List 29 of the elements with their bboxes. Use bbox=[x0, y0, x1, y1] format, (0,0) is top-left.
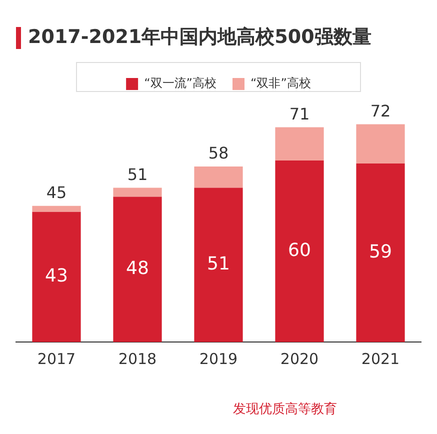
total-label: 51 bbox=[127, 164, 148, 184]
x-tick-label: 2021 bbox=[361, 350, 400, 368]
bar bbox=[194, 188, 243, 342]
bar bbox=[113, 188, 162, 197]
data-label: 60 bbox=[288, 240, 311, 261]
bar bbox=[32, 212, 81, 342]
bar bbox=[194, 166, 243, 188]
legend-label: “双非”高校 bbox=[250, 76, 311, 90]
x-tick-label: 2019 bbox=[199, 350, 238, 368]
total-label: 71 bbox=[289, 104, 310, 124]
x-tick-label: 2017 bbox=[37, 350, 76, 368]
data-label: 51 bbox=[207, 254, 230, 275]
data-label: 59 bbox=[369, 241, 392, 262]
total-label: 58 bbox=[208, 144, 229, 163]
data-label: 43 bbox=[45, 266, 68, 287]
bar bbox=[356, 164, 405, 342]
bar bbox=[32, 206, 81, 212]
chart-title: 2017-2021年中国内地高校500强数量 bbox=[28, 25, 372, 50]
bar bbox=[275, 160, 324, 342]
bar bbox=[275, 127, 324, 160]
total-label: 72 bbox=[370, 101, 391, 120]
data-label: 48 bbox=[126, 258, 149, 280]
x-tick-label: 2020 bbox=[280, 350, 319, 368]
legend-label: “双一流”高校 bbox=[144, 76, 217, 90]
text: 发现优质高等教育 bbox=[233, 400, 337, 418]
bar bbox=[113, 196, 162, 342]
total-label: 45 bbox=[46, 183, 67, 202]
bar bbox=[356, 124, 405, 164]
x-tick-label: 2018 bbox=[118, 350, 157, 368]
